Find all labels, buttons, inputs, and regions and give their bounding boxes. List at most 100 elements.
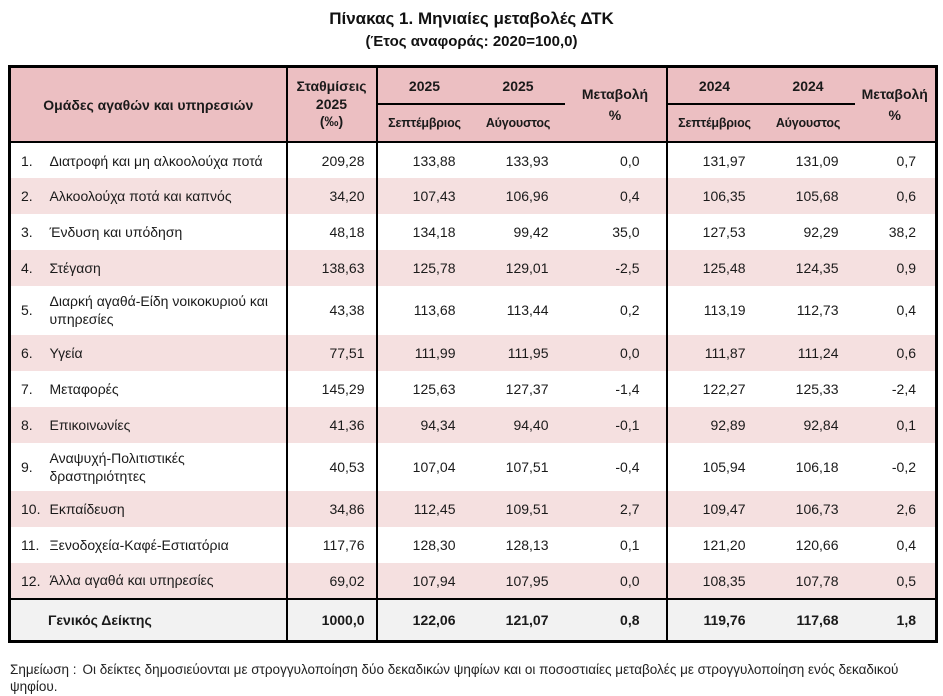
row-number: 5. xyxy=(9,286,44,335)
row-number: 1. xyxy=(9,141,44,179)
index-2024-august: 106,18 xyxy=(761,442,855,491)
index-2024-august: 92,29 xyxy=(761,214,855,251)
year-header-2024-august: 2024 xyxy=(761,66,855,106)
weight-value: 145,29 xyxy=(286,370,378,407)
category-label: Ένδυση και υπόδηση xyxy=(43,214,288,251)
weight-value: 34,86 xyxy=(286,491,378,527)
change-2024-percent: -2,4 xyxy=(854,370,937,407)
weights-line-1: Σταθμίσεις xyxy=(296,78,367,95)
index-2024-september: 127,53 xyxy=(666,214,762,251)
weights-line-2: 2025 xyxy=(315,95,348,112)
table-row: 10. Εκπαίδευση 34,86 112,45 109,51 2,7 1… xyxy=(9,491,937,527)
row-number: 7. xyxy=(9,370,44,407)
index-2025-september: 113,68 xyxy=(376,286,472,335)
month-header-2025-august: Αύγουστος xyxy=(471,104,565,143)
table-footer: Γενικός Δείκτης 1000,0 122,06 121,07 0,8… xyxy=(9,598,937,641)
change-2025-percent: 35,0 xyxy=(564,214,668,251)
change-2025-percent: 0,2 xyxy=(564,286,668,335)
index-2025-august: 107,51 xyxy=(471,442,565,491)
row-number: 9. xyxy=(9,442,44,491)
category-label: Άλλα αγαθά και υπηρεσίες xyxy=(43,563,288,599)
index-2024-september: 122,27 xyxy=(666,370,762,407)
index-2024-august: 125,33 xyxy=(761,370,855,407)
category-label: Εκπαίδευση xyxy=(43,491,288,527)
category-label: Διαρκή αγαθά-Είδη νοικοκυριού και υπηρεσ… xyxy=(43,286,288,335)
page-title: Πίνακας 1. Μηνιαίες μεταβολές ΔΤΚ xyxy=(329,9,614,28)
general-index-change-2025: 0,8 xyxy=(564,598,668,641)
year-header-2025-august: 2025 xyxy=(471,66,565,106)
index-2024-september: 131,97 xyxy=(666,141,762,179)
change-2025-percent: 0,0 xyxy=(564,334,668,371)
change-line-2: % xyxy=(608,106,622,123)
change-line-2: % xyxy=(888,106,901,123)
row-number: 10. xyxy=(9,491,44,527)
weight-value: 48,18 xyxy=(286,214,378,251)
page-subtitle: (Έτος αναφοράς: 2020=100,0) xyxy=(365,33,578,51)
general-index-weight: 1000,0 xyxy=(286,598,378,641)
change-2025-percent: 0,1 xyxy=(564,527,668,563)
change-2024-percent: 0,4 xyxy=(854,527,937,563)
index-2024-august: 105,68 xyxy=(761,178,855,215)
index-2024-august: 124,35 xyxy=(761,250,855,287)
weights-line-3: (‰) xyxy=(319,113,344,130)
footnote-text: Οι δείκτες δημοσιεύονται με στρογγυλοποί… xyxy=(10,661,899,695)
change-2024-percent: 38,2 xyxy=(854,214,937,251)
category-label: Διατροφή και μη αλκοολούχα ποτά xyxy=(43,141,288,179)
change-2024-percent: 0,6 xyxy=(854,334,937,371)
row-number: 2. xyxy=(9,178,44,215)
general-index-row: Γενικός Δείκτης 1000,0 122,06 121,07 0,8… xyxy=(9,598,937,641)
footnote: Σημείωση : Οι δείκτες δημοσιεύονται με στ… xyxy=(8,661,935,696)
table-row: 3. Ένδυση και υπόδηση 48,18 134,18 99,42… xyxy=(9,214,937,251)
change-2024-percent: 0,9 xyxy=(854,250,937,287)
change-2025-percent: 0,0 xyxy=(564,141,668,179)
index-2024-september: 125,48 xyxy=(666,250,762,287)
change-2024-percent: -0,2 xyxy=(854,442,937,491)
index-2025-september: 134,18 xyxy=(376,214,472,251)
month-header-2024-august: Αύγουστος xyxy=(761,104,855,143)
change-2024-percent: 0,1 xyxy=(854,406,937,443)
table-row: 12. Άλλα αγαθά και υπηρεσίες 69,02 107,9… xyxy=(9,563,937,599)
change-2024-percent: 0,6 xyxy=(854,178,937,215)
index-2025-august: 106,96 xyxy=(471,178,565,215)
category-label: Στέγαση xyxy=(43,250,288,287)
table-row: 2. Αλκοολούχα ποτά και καπνός 34,20 107,… xyxy=(9,178,937,215)
index-2024-august: 92,84 xyxy=(761,406,855,443)
index-2025-august: 128,13 xyxy=(471,527,565,563)
change-2025-percent: 0,4 xyxy=(564,178,668,215)
table-row: 11. Ξενοδοχεία-Καφέ-Εστιατόρια 117,76 12… xyxy=(9,527,937,563)
index-2025-august: 133,93 xyxy=(471,141,565,179)
category-label: Μεταφορές xyxy=(43,370,288,407)
change-2024-percent: 0,4 xyxy=(854,286,937,335)
row-number: 12. xyxy=(9,563,44,599)
header-year-row: Ομάδες αγαθών και υπηρεσιών Σταθμίσεις 2… xyxy=(9,66,937,143)
header-month-row: Σεπτέμβριος Αύγουστος Σεπτέμβριος Αύγουσ… xyxy=(10,104,937,143)
index-2024-september: 121,20 xyxy=(666,527,762,563)
index-2024-september: 106,35 xyxy=(666,178,762,215)
index-2024-august: 107,78 xyxy=(761,563,855,599)
table-row: 1. Διατροφή και μη αλκοολούχα ποτά 209,2… xyxy=(9,141,937,179)
index-2025-september: 133,88 xyxy=(376,141,472,179)
index-2024-september: 109,47 xyxy=(666,491,762,527)
year-header-2025-september: 2025 xyxy=(376,66,472,106)
general-index-2024-aug: 117,68 xyxy=(761,598,855,641)
weight-value: 77,51 xyxy=(286,334,378,371)
row-number: 3. xyxy=(9,214,44,251)
general-index-2024-sep: 119,76 xyxy=(666,598,762,641)
index-2025-september: 112,45 xyxy=(376,491,472,527)
change-2024-percent: 0,5 xyxy=(854,563,937,599)
change-line-1: Μεταβολή xyxy=(861,85,928,102)
footnote-label: Σημείωση : xyxy=(10,661,77,677)
weight-value: 34,20 xyxy=(286,178,378,215)
table-row: 8. Επικοινωνίες 41,36 94,34 94,40 -0,1 9… xyxy=(9,406,937,443)
change-line-1: Μεταβολή xyxy=(581,85,649,102)
index-2025-august: 94,40 xyxy=(471,406,565,443)
index-2024-august: 131,09 xyxy=(761,141,855,179)
month-header-2024-september: Σεπτέμβριος xyxy=(666,104,762,143)
change-2025-percent: 2,7 xyxy=(564,491,668,527)
row-number: 11. xyxy=(9,527,44,563)
category-label: Αναψυχή-Πολιτιστικές δραστηριότητες xyxy=(43,442,288,491)
index-2025-august: 109,51 xyxy=(471,491,565,527)
index-2025-september: 125,63 xyxy=(376,370,472,407)
column-header-change-2024: Μεταβολή % xyxy=(854,66,937,143)
column-header-groups: Ομάδες αγαθών και υπηρεσιών xyxy=(9,66,288,143)
